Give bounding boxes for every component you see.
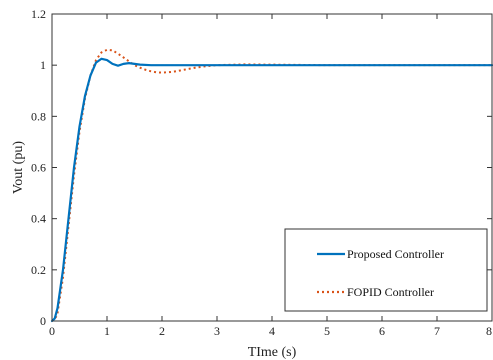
x-tick-label: 4 bbox=[269, 324, 275, 338]
series-group bbox=[50, 48, 493, 323]
x-tick-label: 7 bbox=[434, 324, 440, 338]
x-tick-label: 3 bbox=[214, 324, 220, 338]
x-tick-label: 0 bbox=[49, 324, 55, 338]
x-tick-label: 6 bbox=[379, 324, 385, 338]
legend-label: Proposed Controller bbox=[347, 247, 444, 261]
y-tick-label: 0.2 bbox=[31, 263, 46, 277]
y-tick-label: 0.4 bbox=[31, 212, 46, 226]
x-axis-label: TIme (s) bbox=[248, 345, 297, 360]
series-line-1 bbox=[50, 57, 493, 323]
x-tick-label: 5 bbox=[324, 324, 330, 338]
x-tick-label: 1 bbox=[104, 324, 110, 338]
legend-label: FOPID Controller bbox=[347, 285, 434, 299]
x-tick-label: 2 bbox=[159, 324, 165, 338]
x-axis-ticks: 0 1 2 3 4 5 6 7 8 bbox=[49, 14, 493, 338]
legend: Proposed Controller FOPID Controller bbox=[284, 228, 488, 312]
y-tick-label: 0 bbox=[40, 314, 46, 328]
y-tick-label: 0.6 bbox=[31, 161, 46, 175]
legend-box bbox=[284, 228, 488, 312]
x-tick-label: 8 bbox=[486, 324, 492, 338]
y-tick-label: 0.8 bbox=[31, 109, 46, 123]
y-tick-label: 1.2 bbox=[31, 7, 46, 21]
y-axis-label: Vout (pu) bbox=[11, 141, 26, 194]
y-tick-label: 1 bbox=[40, 58, 46, 72]
plot-frame bbox=[51, 13, 493, 322]
